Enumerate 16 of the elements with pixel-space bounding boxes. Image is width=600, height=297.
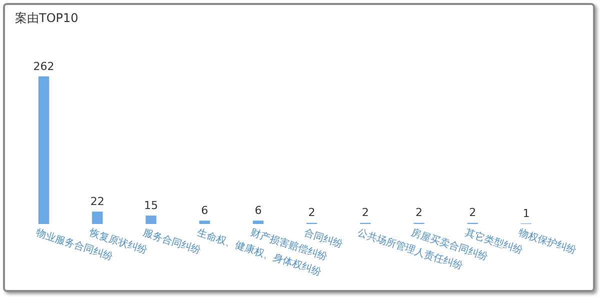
bar [38,76,50,224]
bar [92,212,103,224]
data-label: 6 [254,204,262,217]
data-label: 22 [90,194,104,208]
data-label: 15 [144,198,158,212]
data-label: 262 [33,60,54,73]
data-label: 1 [522,206,530,220]
data-label: 6 [201,204,208,217]
data-label: 2 [308,206,316,220]
bar [252,220,264,224]
data-label: 2 [416,206,422,220]
bar [146,216,156,224]
data-label: 2 [469,206,476,220]
chart-title: 案由TOP10 [15,10,78,27]
bar [199,220,210,224]
data-label: 2 [362,206,369,220]
